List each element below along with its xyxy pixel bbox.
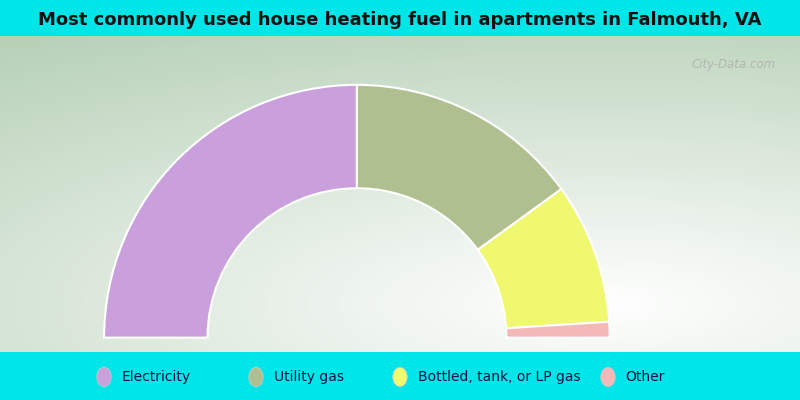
Ellipse shape bbox=[601, 367, 615, 386]
Text: Utility gas: Utility gas bbox=[274, 370, 344, 384]
Text: Electricity: Electricity bbox=[122, 370, 190, 384]
Wedge shape bbox=[357, 85, 562, 250]
Wedge shape bbox=[478, 189, 610, 328]
Text: City-Data.com: City-Data.com bbox=[692, 58, 776, 71]
Text: Other: Other bbox=[626, 370, 665, 384]
Text: Most commonly used house heating fuel in apartments in Falmouth, VA: Most commonly used house heating fuel in… bbox=[38, 11, 762, 29]
Ellipse shape bbox=[249, 367, 263, 386]
Ellipse shape bbox=[393, 367, 407, 386]
Wedge shape bbox=[104, 85, 357, 338]
Text: Bottled, tank, or LP gas: Bottled, tank, or LP gas bbox=[418, 370, 580, 384]
Wedge shape bbox=[506, 322, 610, 338]
Ellipse shape bbox=[97, 367, 111, 386]
